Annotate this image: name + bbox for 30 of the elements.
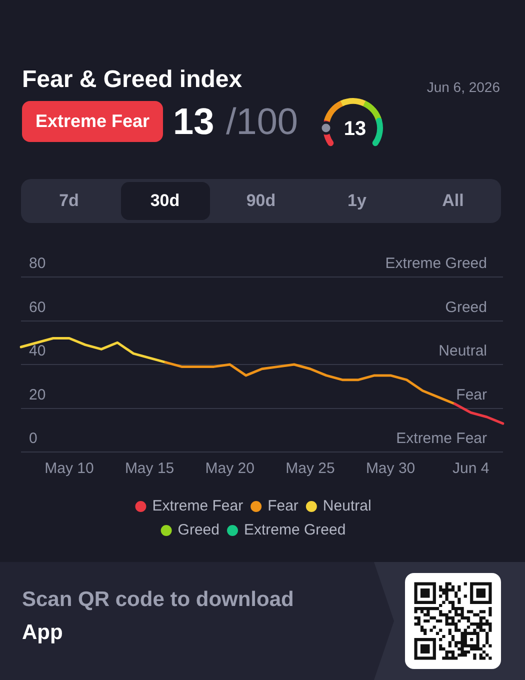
y-tick-label: 80 [29,255,46,272]
y-tick-label: 60 [29,298,46,316]
x-tick-label: May 20 [205,460,254,478]
annotation: Neutral [438,342,487,360]
y-tick-label: 0 [29,430,38,448]
tab-bar: 7d 30d 90d 1y All [21,179,501,223]
x-tick-label: May 15 [124,460,174,478]
legend-label: Neutral [322,498,372,515]
y-tick-label: 40 [29,342,46,360]
chart-title: Fear & Greed index [22,66,242,93]
x-tick-label: Jun 4 [452,460,490,478]
annotation: Fear [456,386,488,404]
legend-label: Greed [178,522,220,539]
text: Extreme Greed [385,255,487,272]
annotation: Greed [445,298,487,316]
text: 13 [344,118,366,140]
legend-label: Fear [268,498,298,515]
x-tick-label: May 10 [44,460,94,478]
annotation: Extreme Fear [396,430,487,448]
y-tick-label: 20 [29,386,46,404]
text: Scan QR code to download [22,588,294,611]
legend-label: Extreme Greed [244,522,346,539]
text: 13 [173,101,214,142]
text: App [22,621,63,644]
legend-label: Extreme Fear [152,498,244,515]
x-tick-label: May 30 [366,460,416,478]
text: Extreme Fear [35,111,150,132]
x-tick-label: May 25 [286,460,335,478]
chart-subtitle: Jun 6, 2026 [426,79,500,95]
text: /100 [226,101,298,142]
